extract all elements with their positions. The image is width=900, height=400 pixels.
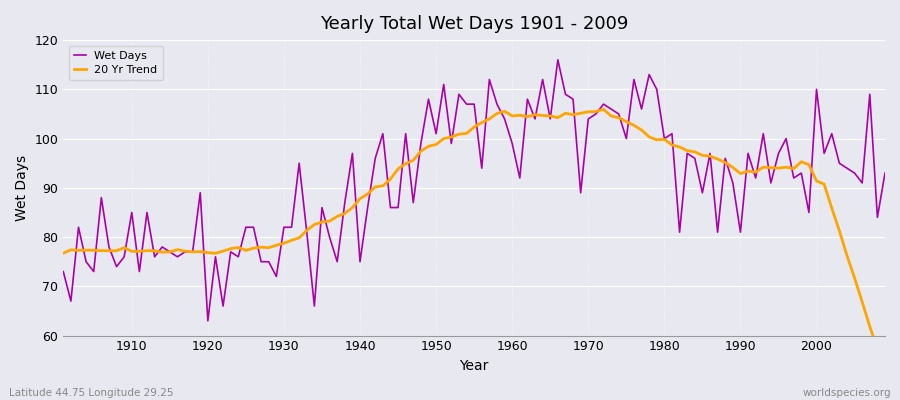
- 20 Yr Trend: [606, 114, 616, 118]
- 20 Yr Trend: [58, 251, 68, 256]
- 20 Yr Trend: [500, 109, 510, 114]
- Text: worldspecies.org: worldspecies.org: [803, 388, 891, 398]
- Title: Yearly Total Wet Days 1901 - 2009: Yearly Total Wet Days 1901 - 2009: [320, 15, 628, 33]
- Y-axis label: Wet Days: Wet Days: [15, 155, 29, 221]
- Wet Days: [507, 141, 517, 146]
- 20 Yr Trend: [507, 114, 517, 118]
- Line: 20 Yr Trend: 20 Yr Trend: [63, 109, 885, 372]
- Wet Days: [293, 161, 304, 166]
- Wet Days: [58, 269, 68, 274]
- Line: Wet Days: Wet Days: [63, 60, 885, 321]
- 20 Yr Trend: [879, 370, 890, 374]
- 20 Yr Trend: [286, 238, 297, 243]
- Wet Days: [879, 171, 890, 176]
- Wet Days: [339, 200, 350, 205]
- 20 Yr Trend: [598, 107, 609, 112]
- Text: Latitude 44.75 Longitude 29.25: Latitude 44.75 Longitude 29.25: [9, 388, 174, 398]
- Wet Days: [553, 58, 563, 62]
- Wet Days: [119, 254, 130, 259]
- Legend: Wet Days, 20 Yr Trend: Wet Days, 20 Yr Trend: [68, 46, 163, 80]
- Wet Days: [613, 112, 624, 116]
- Wet Days: [202, 318, 213, 323]
- Wet Days: [515, 176, 526, 180]
- 20 Yr Trend: [119, 245, 130, 250]
- X-axis label: Year: Year: [460, 359, 489, 373]
- 20 Yr Trend: [332, 214, 343, 219]
